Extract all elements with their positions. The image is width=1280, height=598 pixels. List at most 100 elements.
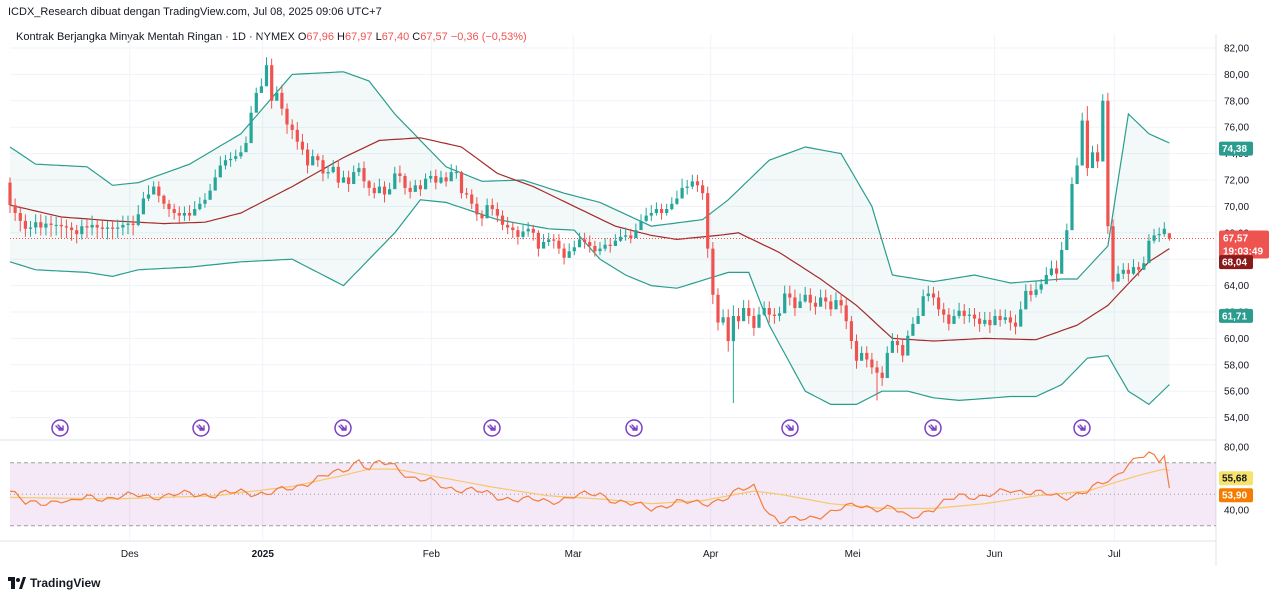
candle (1121, 263, 1125, 279)
candle-body (234, 156, 238, 159)
bollinger-upper-band (9, 71, 1170, 284)
candle-body (18, 213, 22, 221)
candle (747, 300, 751, 324)
candle (116, 219, 120, 239)
candle (844, 298, 848, 330)
candle (208, 183, 212, 200)
candle-body (1049, 268, 1053, 275)
candle-body (839, 300, 843, 306)
candle-body (660, 209, 664, 213)
candle-body (485, 205, 489, 219)
candle-body (844, 305, 848, 322)
candle-body (1096, 152, 1100, 162)
candle (572, 240, 576, 256)
candle (521, 224, 525, 240)
candle-body (141, 198, 145, 215)
candle-body (1075, 165, 1079, 184)
candle (726, 309, 730, 352)
candle (203, 193, 207, 208)
candle-body (393, 173, 397, 190)
candle (341, 170, 346, 183)
candle-body (1070, 184, 1074, 231)
candle (418, 180, 422, 196)
candle (967, 308, 971, 323)
candle (157, 181, 161, 203)
candle-body (1024, 290, 1028, 310)
candle (972, 308, 977, 327)
candle (721, 309, 725, 326)
candle-body (680, 187, 684, 199)
candle-body (747, 308, 751, 316)
change-value: −0,36 (−0,53%) (450, 31, 527, 43)
candle (485, 198, 489, 219)
candle (772, 308, 776, 324)
candle-body (49, 223, 53, 225)
rsi-axis-tick-label: 80,00 (1224, 443, 1249, 454)
candle-body (983, 319, 987, 324)
close-label: C (412, 31, 421, 43)
candle-body (526, 228, 530, 232)
candle (1137, 261, 1141, 277)
candle (326, 165, 330, 179)
candle-body (1157, 234, 1161, 236)
candle-body (947, 314, 951, 324)
candle (1060, 242, 1064, 274)
candle-body (290, 124, 294, 130)
candle-body (588, 242, 592, 246)
candle (388, 182, 392, 195)
candle (618, 228, 623, 243)
candle-body (64, 226, 68, 228)
candle-body (121, 224, 125, 228)
candle (23, 214, 27, 237)
candle (290, 119, 294, 140)
candle-body (911, 323, 915, 336)
candle-body (613, 240, 617, 246)
rsi-ma-label: 55,68 (1219, 471, 1253, 486)
candle-body (208, 190, 212, 200)
candle-body (111, 227, 115, 229)
last-price-label-bg (1219, 230, 1269, 259)
price-axis-tick-label: 72,00 (1224, 176, 1249, 187)
candle (13, 198, 17, 221)
candle-body (952, 316, 956, 324)
candle-body (906, 335, 910, 356)
time-axis-tick-label: Des (121, 549, 139, 560)
candle-body (998, 316, 1002, 320)
candle-body (1044, 275, 1048, 285)
candle-body (75, 230, 79, 235)
candle (608, 238, 612, 253)
candle (367, 180, 371, 196)
candle-body (685, 186, 689, 188)
candle-body (162, 195, 166, 204)
candle (1039, 279, 1043, 294)
candle (331, 160, 335, 174)
time-axis-tick-label: Feb (423, 549, 441, 560)
candle (429, 170, 433, 183)
candle (352, 165, 356, 184)
candle (526, 222, 530, 237)
candle-body (1065, 230, 1069, 250)
candle (270, 58, 274, 109)
candle-body (193, 209, 197, 216)
candle (444, 172, 448, 187)
candle (629, 228, 633, 244)
event-marker-arrow (785, 424, 794, 431)
candle (223, 154, 228, 170)
candle-body (895, 341, 900, 345)
candle (111, 220, 115, 240)
candle-body (557, 240, 561, 249)
candle (593, 240, 597, 257)
candle (849, 315, 853, 349)
candle (613, 234, 617, 246)
candle (306, 143, 310, 174)
candle (701, 180, 705, 200)
candle (85, 219, 89, 239)
candle (695, 174, 700, 192)
candle-body (572, 247, 576, 252)
candle (880, 366, 884, 386)
candle (495, 202, 499, 223)
candle (1167, 233, 1171, 241)
candle (895, 334, 900, 353)
symbol-name: Kontrak Berjangka Minyak Mentah Ringan ·… (16, 31, 295, 43)
